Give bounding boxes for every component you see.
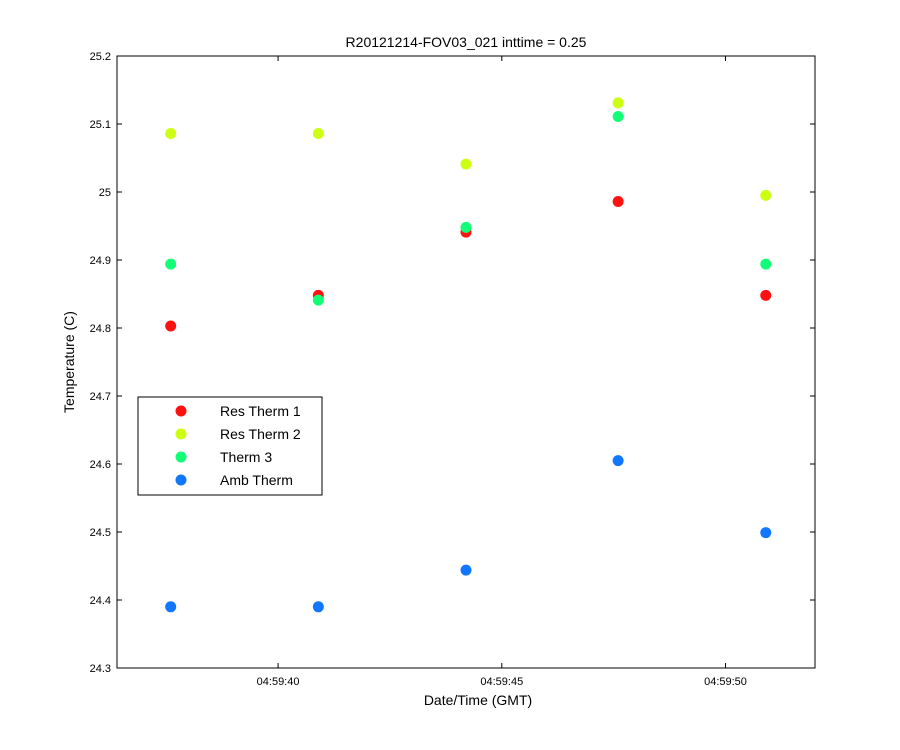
x-tick-label: 04:59:45	[480, 676, 523, 688]
y-tick-label: 24.7	[90, 391, 111, 403]
x-tick-label: 04:59:50	[704, 676, 747, 688]
legend-marker	[175, 405, 187, 417]
legend-box	[137, 396, 323, 496]
legend-marker	[175, 451, 187, 463]
legend-label: Res Therm 1	[220, 403, 301, 419]
point-series-2	[312, 128, 324, 140]
chart-title: R20121214-FOV03_021 inttime = 0.25	[346, 34, 587, 50]
point-series-2	[165, 128, 177, 140]
point-series-4	[165, 601, 177, 613]
y-axis: 24.3 24.4 24.5 24.6 24.7 24.8 24.9 25 25.1 25.2	[90, 51, 815, 675]
point-series-3	[760, 258, 772, 270]
point-series-3	[612, 111, 624, 123]
y-tick-label: 24.4	[90, 595, 111, 607]
legend-marker	[175, 474, 187, 486]
y-tick-label: 25	[99, 187, 111, 199]
x-axis-title: Date/Time (GMT)	[424, 692, 532, 708]
point-series-4	[460, 564, 472, 576]
point-series-2	[760, 189, 772, 201]
point-series-3	[312, 294, 324, 306]
legend-marker	[175, 428, 187, 440]
legend-label: Therm 3	[220, 449, 272, 465]
point-series-2	[612, 97, 624, 109]
legend: Res Therm 1 Res Therm 2 Therm 3 Amb Therm	[137, 396, 323, 496]
y-tick-label: 24.8	[90, 323, 111, 335]
point-series-1	[612, 196, 624, 208]
point-series-2	[460, 158, 472, 170]
y-tick-label: 25.2	[90, 51, 111, 63]
data-points	[165, 97, 772, 613]
point-series-3	[460, 221, 472, 233]
x-tick-label: 04:59:40	[257, 676, 300, 688]
y-tick-label: 24.9	[90, 255, 111, 267]
point-series-4	[612, 455, 624, 467]
y-tick-label: 25.1	[90, 119, 111, 131]
point-series-1	[760, 289, 772, 301]
plot-area	[116, 55, 816, 669]
y-tick-label: 24.5	[90, 527, 111, 539]
legend-label: Res Therm 2	[220, 426, 301, 442]
point-series-4	[760, 527, 772, 539]
point-series-3	[165, 258, 177, 270]
y-tick-label: 24.6	[90, 459, 111, 471]
point-series-1	[165, 320, 177, 332]
x-axis: 04:59:40 04:59:45 04:59:50	[257, 56, 747, 688]
point-series-4	[312, 601, 324, 613]
legend-label: Amb Therm	[220, 472, 293, 488]
y-tick-label: 24.3	[90, 663, 111, 675]
y-axis-title: Temperature (C)	[61, 311, 77, 413]
